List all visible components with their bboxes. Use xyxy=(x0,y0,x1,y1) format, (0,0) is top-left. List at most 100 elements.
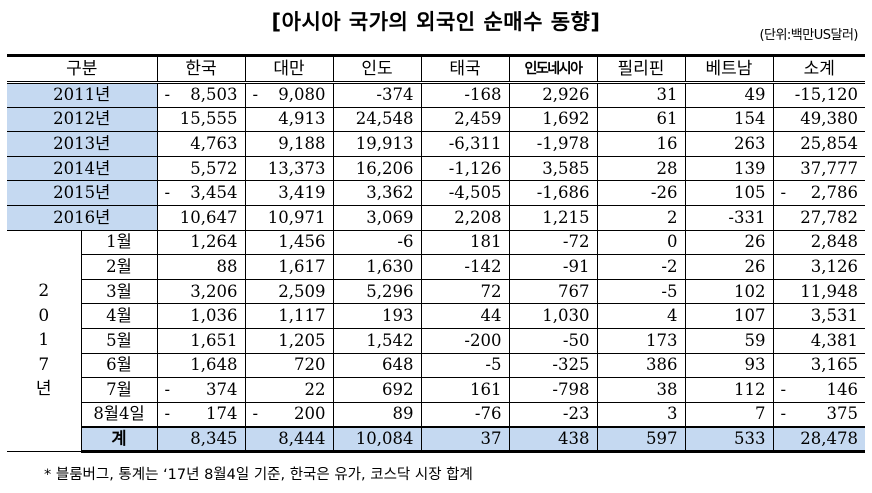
total-row: 계 8,345 8,444 10,084 37 438 597 533 28,478 xyxy=(7,425,865,453)
cell-value: 8,503 xyxy=(190,85,238,105)
cell-philippines: 61 xyxy=(596,106,686,133)
cell-taiwan: 1,456 xyxy=(244,229,334,256)
cell-value: 3,454 xyxy=(190,183,238,203)
cell-philippines: 31 xyxy=(596,82,686,108)
annual-row: 2013년 4,763 9,188 19,913 -6,311 -1,978 16 263 25… xyxy=(7,131,865,157)
cell-thailand: 72 xyxy=(420,278,510,305)
cell-philippines: 2 xyxy=(596,204,686,231)
negative-sign: - xyxy=(780,183,787,203)
cell-value: 374 xyxy=(206,379,238,399)
cell-subtotal: 11,948 xyxy=(772,278,865,305)
cell-korea: - 374 xyxy=(156,377,246,403)
cell-subtotal: 3,126 xyxy=(772,254,865,280)
row-label-month: 2월 xyxy=(80,254,158,280)
cell-thailand: 2,459 xyxy=(420,106,510,133)
cell-thailand: 44 xyxy=(420,303,510,329)
cell-indonesia: -1,686 xyxy=(508,180,598,206)
header-philippines: 필리핀 xyxy=(596,54,686,84)
cell-thailand: 2,208 xyxy=(420,204,510,231)
cell-indonesia: 767 xyxy=(508,278,598,305)
row-label-month: 6월 xyxy=(80,352,158,379)
cell-korea: 1,651 xyxy=(156,327,246,354)
cell-vietnam: 93 xyxy=(684,352,774,379)
year-2017-char: 0 xyxy=(38,305,50,326)
cell-taiwan: 3,419 xyxy=(244,180,334,206)
cell-taiwan: -9,080 xyxy=(244,82,334,108)
cell-vietnam: 112 xyxy=(684,377,774,403)
cell-thailand: -200 xyxy=(420,327,510,354)
annual-row: 2011년 -8,503-9,080 -374 -168 2,926 31 49 -15,12… xyxy=(7,82,865,108)
cell-subtotal: 27,782 xyxy=(772,204,865,231)
cell-india: 3,362 xyxy=(332,180,422,206)
cell-indonesia: -72 xyxy=(508,229,598,256)
negative-sign: - xyxy=(164,379,171,399)
row-label-year: 2013년 xyxy=(7,131,158,157)
cell-india: 1,542 xyxy=(332,327,422,354)
header-korea: 한국 xyxy=(156,54,246,84)
cell-subtotal: - 2,786 xyxy=(772,180,865,206)
row-label-year: 2012년 xyxy=(7,106,158,133)
monthly-row: 6월 1,648 720 648 -5 -325 386 93 3,165 xyxy=(7,352,865,379)
negative-sign: - xyxy=(252,404,259,424)
cell-subtotal: - 375 xyxy=(772,401,865,428)
header-vietnam: 베트남 xyxy=(684,54,774,84)
negative-sign: - xyxy=(164,404,171,424)
negative-sign: - xyxy=(164,85,171,105)
cell-vietnam: 59 xyxy=(684,327,774,354)
cell-thailand: -168 xyxy=(420,82,510,108)
cell-taiwan: 1,617 xyxy=(244,254,334,280)
monthly-row: 2 0 1 7 년 1월 1,264 1,456 -6 181 -72 0 26 2,848 xyxy=(7,229,865,452)
cell-subtotal: -15,120 xyxy=(772,82,865,108)
header-thailand: 태국 xyxy=(420,54,510,84)
cell-philippines: 173 xyxy=(596,327,686,354)
cell-value: 146 xyxy=(826,379,859,399)
cell-value: 174 xyxy=(206,404,238,424)
cell-thailand: -4,505 xyxy=(420,180,510,206)
cell-indonesia: -325 xyxy=(508,352,598,379)
row-label-month: 5월 xyxy=(80,327,158,354)
cell-korea: -8,503 xyxy=(156,82,246,108)
header-taiwan: 대만 xyxy=(244,54,334,84)
cell-korea: 1,648 xyxy=(156,352,246,379)
cell-korea: - 174 xyxy=(156,401,246,428)
cell-thailand: 37 xyxy=(420,425,510,453)
cell-indonesia: -91 xyxy=(508,254,598,280)
cell-indonesia: 3,585 xyxy=(508,155,598,182)
cell-india: 16,206 xyxy=(332,155,422,182)
row-label-month: 8월4일 xyxy=(80,401,158,428)
cell-korea: 88 xyxy=(156,254,246,280)
cell-indonesia: 1,030 xyxy=(508,303,598,329)
year-2017-char: 7 xyxy=(38,354,50,375)
cell-taiwan: 9,188 xyxy=(244,131,334,157)
cell-value: 200 xyxy=(294,404,326,424)
annual-row: 2014년 5,572 13,373 16,206 -1,126 3,585 28 139 37… xyxy=(7,155,865,182)
cell-korea: 1,264 xyxy=(156,229,246,256)
monthly-row: 2월 88 1,617 1,630 -142 -91 -2 26 3,126 xyxy=(7,254,865,280)
row-label-total: 계 xyxy=(80,425,158,453)
header-subtotal: 소계 xyxy=(772,54,865,84)
cell-vietnam: 49 xyxy=(684,82,774,108)
cell-korea: -3,454 xyxy=(156,180,246,206)
annual-row: 2015년 -3,454 3,419 3,362 -4,505 -1,686 -26 105-… xyxy=(7,180,865,206)
row-label-year: 2011년 xyxy=(7,82,158,108)
cell-korea: 15,555 xyxy=(156,106,246,133)
negative-sign: - xyxy=(164,183,171,203)
cell-taiwan: 4,913 xyxy=(244,106,334,133)
cell-subtotal: 3,531 xyxy=(772,303,865,329)
negative-sign: - xyxy=(252,85,259,105)
monthly-row: 5월 1,651 1,205 1,542 -200 -50 173 59 4,381 xyxy=(7,327,865,354)
cell-thailand: -6,311 xyxy=(420,131,510,157)
cell-philippines: 16 xyxy=(596,131,686,157)
cell-taiwan: - 200 xyxy=(244,401,334,428)
cell-india: 3,069 xyxy=(332,204,422,231)
cell-india: -374 xyxy=(332,82,422,108)
cell-thailand: -76 xyxy=(420,401,510,428)
monthly-row: 4월 1,036 1,117 193 44 1,030 4 107 3,531 xyxy=(7,303,865,329)
cell-korea: 8,345 xyxy=(156,425,246,453)
cell-indonesia: -1,978 xyxy=(508,131,598,157)
cell-taiwan: 8,444 xyxy=(244,425,334,453)
row-label-month: 3월 xyxy=(80,278,158,305)
cell-indonesia: 2,926 xyxy=(508,82,598,108)
cell-indonesia: 1,692 xyxy=(508,106,598,133)
cell-value: 9,080 xyxy=(278,85,326,105)
